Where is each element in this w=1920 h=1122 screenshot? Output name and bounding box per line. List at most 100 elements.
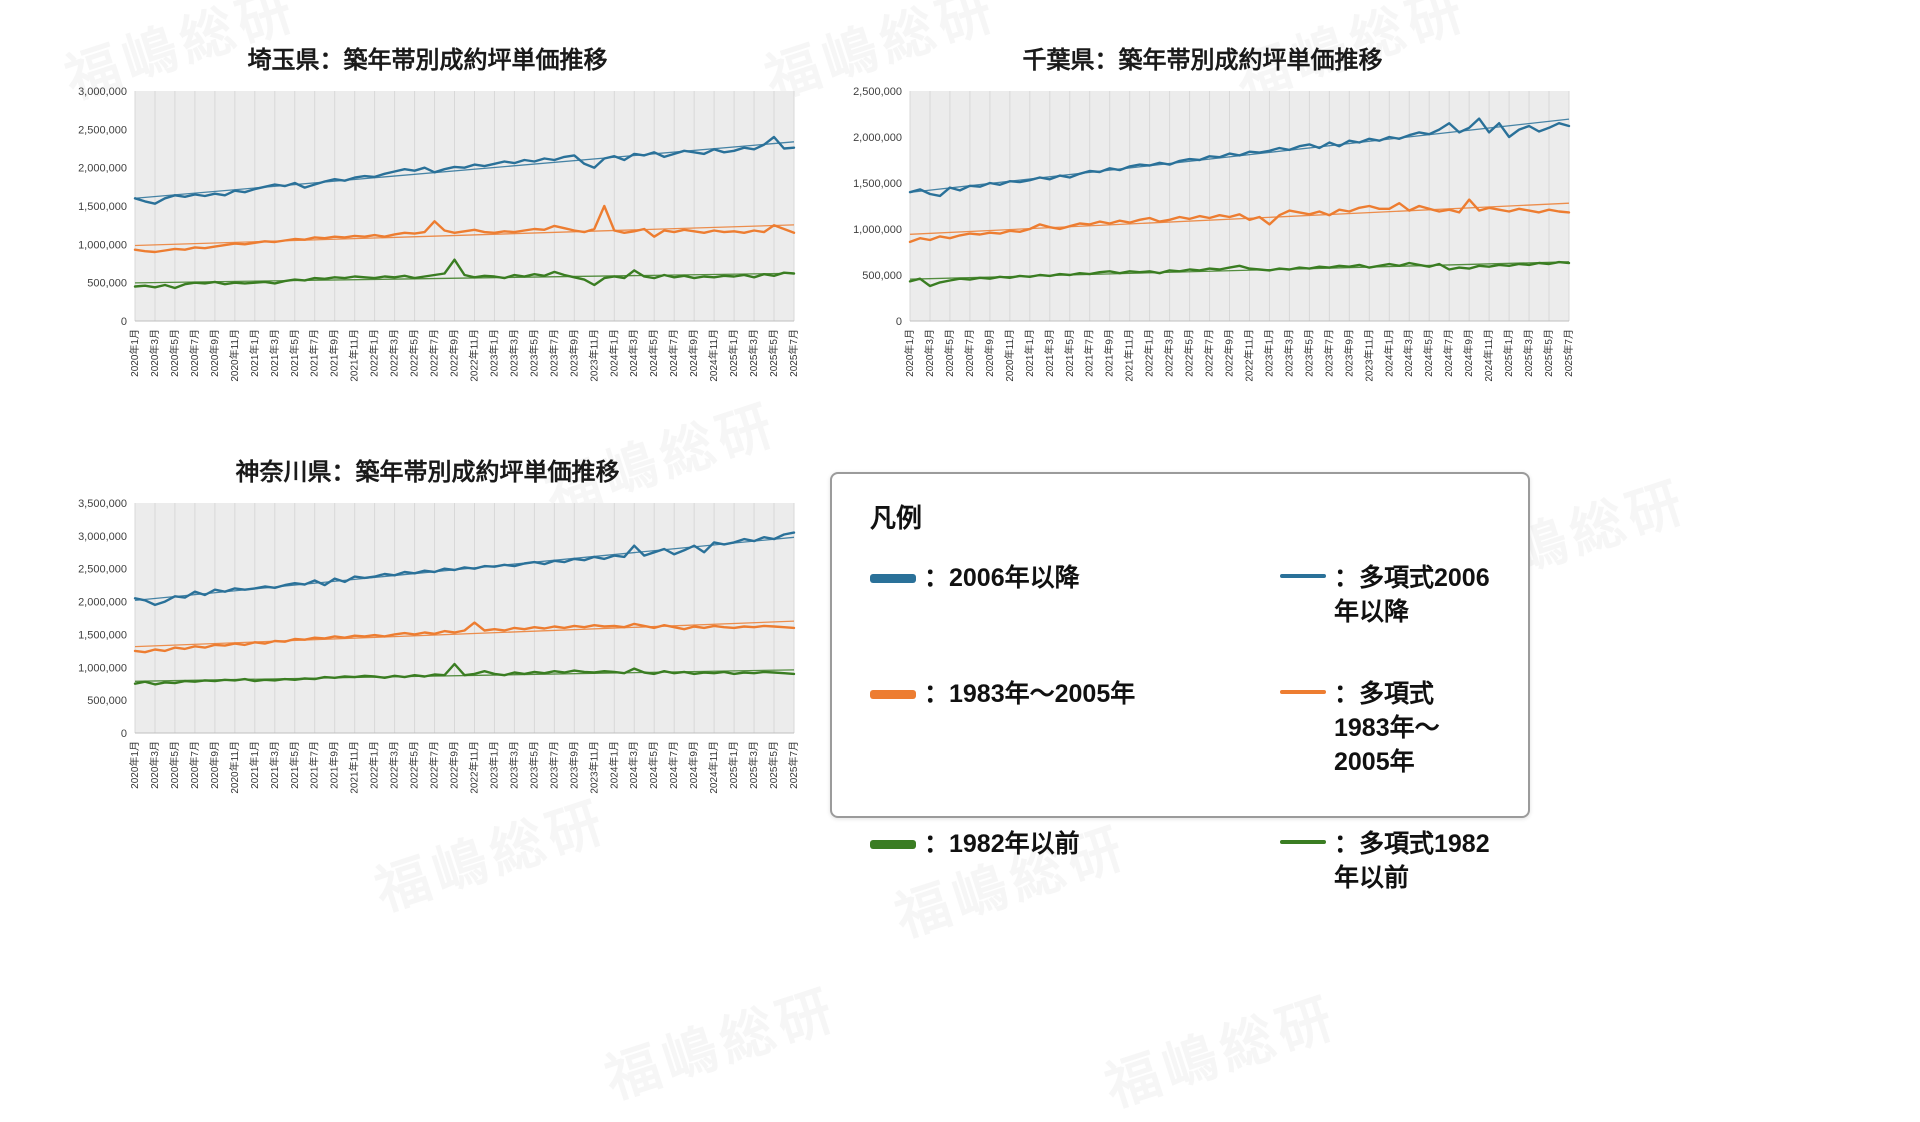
legend-item-3: ：多項式 1983年〜2005年 [1280, 677, 1490, 779]
y-axis-tick-label: 1,000,000 [78, 239, 127, 251]
legend-item-label: ：2006年以降 [924, 564, 1080, 592]
x-axis-tick-label: 2022年1月 [368, 329, 381, 377]
x-axis-tick-label: 2025年1月 [727, 741, 740, 789]
x-axis-tick-label: 2021年1月 [248, 329, 261, 377]
x-axis-tick-label: 2020年7月 [188, 329, 201, 377]
x-axis-tick-label: 2025年7月 [787, 741, 800, 789]
series-1982年以前 [133, 258, 796, 290]
x-axis-tick-label: 2020年9月 [208, 329, 221, 377]
x-axis-tick-label: 2022年9月 [1223, 329, 1236, 377]
x-axis-tick-label: 2024年3月 [627, 741, 640, 789]
x-axis-tick-label: 2021年3月 [268, 329, 281, 377]
x-axis-tick-label: 2024年7月 [667, 741, 680, 789]
chart-title-chiba: 千葉県：築年帯別成約坪単価推移 [1022, 47, 1383, 74]
x-axis-tick-label: 2024年5月 [647, 329, 660, 377]
thick-line-swatch [870, 574, 916, 583]
x-axis-tick-label: 2024年9月 [687, 329, 700, 377]
x-axis-tick-label: 2024年1月 [1382, 329, 1395, 377]
x-axis-tick-label: 2020年5月 [168, 741, 181, 789]
x-axis-tick-label: 2022年1月 [1143, 329, 1156, 377]
trendline-多項式1983年〜2005年 [909, 202, 1570, 235]
x-axis-tick-label: 2023年7月 [547, 741, 560, 789]
x-axis-tick-label: 2023年5月 [1302, 329, 1315, 377]
x-axis-tick-label: 2023年1月 [1262, 329, 1275, 377]
x-axis-tick-label: 2022年5月 [1183, 329, 1196, 377]
x-axis-tick-label: 2022年3月 [388, 329, 401, 377]
x-axis-tick-label: 2024年5月 [647, 741, 660, 789]
y-axis-tick-label: 1,500,000 [78, 629, 127, 641]
x-axis-tick-label: 2021年9月 [1103, 329, 1116, 377]
y-axis-tick-label: 2,500,000 [853, 86, 902, 98]
chart-block-saitama: 埼玉県：築年帯別成約坪単価推移 0 500,000 1,000,000 1,500,0… [55, 40, 800, 416]
thin-line-swatch [1280, 574, 1326, 578]
x-axis-tick-label: 2020年5月 [943, 329, 956, 377]
x-axis-tick-label: 2022年7月 [1203, 329, 1216, 377]
x-axis-tick-label: 2020年9月 [208, 741, 221, 789]
x-axis-tick-label: 2025年5月 [767, 741, 780, 789]
y-axis-tick-label: 2,500,000 [78, 564, 127, 576]
series-1982年以前 [133, 662, 796, 686]
x-axis-tick-label: 2021年5月 [1063, 329, 1076, 377]
legend-item-label: ：多項式 1983年〜2005年 [1334, 680, 1440, 776]
plot-area [135, 91, 794, 321]
x-axis-tick-label: 2022年7月 [428, 741, 441, 789]
x-axis-tick-label: 2022年7月 [428, 329, 441, 377]
chiba-chart-canvas: 0 500,000 1,000,000 1,500,000 2,000,000 2,500… [853, 86, 1575, 382]
x-axis-tick-label: 2020年5月 [168, 329, 181, 377]
legend-item-0: ：2006年以降 [870, 561, 1270, 629]
x-axis-tick-label: 2020年1月 [128, 329, 141, 377]
thin-line-swatch [1280, 840, 1326, 844]
x-axis-tick-label: 2024年11月 [1482, 329, 1495, 382]
y-axis-tick-label: 2,000,000 [78, 163, 127, 175]
x-axis-tick-label: 2023年5月 [527, 741, 540, 789]
thick-line-swatch [870, 840, 916, 849]
x-axis-tick-label: 2020年7月 [963, 329, 976, 377]
x-axis-tick-label: 2021年9月 [328, 741, 341, 789]
x-axis-tick-label: 2022年5月 [408, 741, 421, 789]
x-axis-tick-label: 2021年1月 [1023, 329, 1036, 377]
x-axis-tick-label: 2022年1月 [368, 741, 381, 789]
y-axis-tick-label: 0 [121, 728, 127, 740]
x-axis-tick-label: 2023年11月 [1362, 329, 1375, 382]
x-axis-tick-label: 2025年3月 [1522, 329, 1535, 377]
legend-item-5: ：多項式1982年以前 [1280, 827, 1490, 895]
x-axis-tick-label: 2021年11月 [1123, 329, 1136, 382]
legend-item-label: ：多項式2006年以降 [1334, 564, 1490, 626]
x-axis-tick-label: 2023年7月 [547, 329, 560, 377]
x-axis-tick-label: 2020年11月 [228, 741, 241, 794]
x-axis-tick-label: 2021年5月 [288, 741, 301, 789]
x-axis-tick-label: 2021年1月 [248, 741, 261, 789]
legend-title: 凡例 [870, 503, 923, 533]
x-axis-tick-label: 2025年1月 [727, 329, 740, 377]
chart-block-kanagawa: 神奈川県：築年帯別成約坪単価推移 0 500,000 1,000,000 1,500,… [55, 452, 800, 828]
x-axis-tick-label: 2023年9月 [567, 329, 580, 377]
series-1983年〜2005年 [133, 204, 796, 254]
legend-item-label: ：1982年以前 [924, 830, 1080, 858]
y-axis-tick-label: 0 [896, 316, 902, 328]
x-axis-tick-label: 2024年5月 [1422, 329, 1435, 377]
x-axis-tick-label: 2021年9月 [328, 329, 341, 377]
x-axis-tick-label: 2020年11月 [1003, 329, 1016, 382]
x-axis-tick-label: 2022年11月 [467, 329, 480, 382]
plot-area [135, 503, 794, 733]
x-axis-tick-label: 2025年7月 [787, 329, 800, 377]
y-axis-tick-label: 1,000,000 [78, 662, 127, 674]
series-1983年〜2005年 [908, 198, 1571, 244]
x-axis-tick-label: 2023年3月 [507, 741, 520, 789]
chart-title-saitama: 埼玉県：築年帯別成約坪単価推移 [247, 47, 608, 74]
y-axis-tick-label: 3,000,000 [78, 86, 127, 98]
page: 福嶋総研 福嶋総研 福嶋総研 福嶋総研 福嶋総研 福嶋総研 福嶋総研 福嶋総研 福嶋総研 埼玉県… [55, 40, 1575, 895]
x-axis-tick-label: 2021年3月 [268, 741, 281, 789]
x-axis-tick-label: 2021年7月 [308, 329, 321, 377]
plot-area [910, 91, 1569, 321]
x-axis-tick-label: 2023年7月 [1322, 329, 1335, 377]
series-1983年〜2005年 [133, 621, 796, 654]
x-axis-tick-label: 2024年1月 [607, 741, 620, 789]
x-axis-tick-label: 2023年1月 [487, 329, 500, 377]
y-axis-tick-label: 2,500,000 [78, 124, 127, 136]
thick-line-swatch [870, 690, 916, 699]
x-axis-tick-label: 2024年7月 [1442, 329, 1455, 377]
x-axis-tick-label: 2020年3月 [148, 741, 161, 789]
watermark-logo: 福嶋総研 [1098, 987, 1346, 1119]
x-axis-tick-label: 2024年7月 [667, 329, 680, 377]
